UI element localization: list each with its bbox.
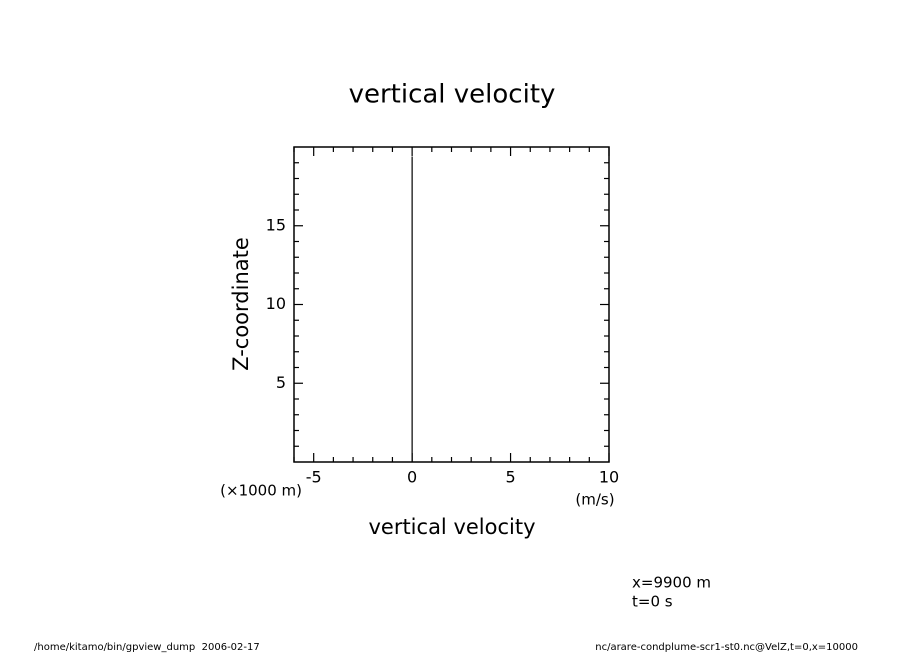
y-tick-label: 10 [266, 294, 286, 313]
annotation: t=0 s [632, 593, 673, 611]
annotation: x=9900 m [632, 574, 711, 592]
x-axis-label: vertical velocity [368, 515, 535, 539]
y-units: (×1000 m) [220, 482, 302, 500]
y-tick-label: 5 [276, 373, 286, 392]
y-tick-label: 15 [266, 215, 286, 234]
x-tick-label: -5 [306, 468, 322, 487]
plot-frame [293, 146, 610, 463]
footer-left: /home/kitamo/bin/gpview_dump 2006-02-17 [34, 642, 260, 653]
footer-right: nc/arare-condplume-scr1-st0.nc@VelZ,t=0,… [595, 642, 858, 653]
x-tick-label: 5 [505, 468, 515, 487]
x-units: (m/s) [575, 491, 614, 509]
x-tick-label: 10 [599, 468, 619, 487]
x-tick-label: 0 [407, 468, 417, 487]
chart-title: vertical velocity [349, 80, 556, 110]
y-axis-label: Z-coordinate [229, 237, 253, 371]
